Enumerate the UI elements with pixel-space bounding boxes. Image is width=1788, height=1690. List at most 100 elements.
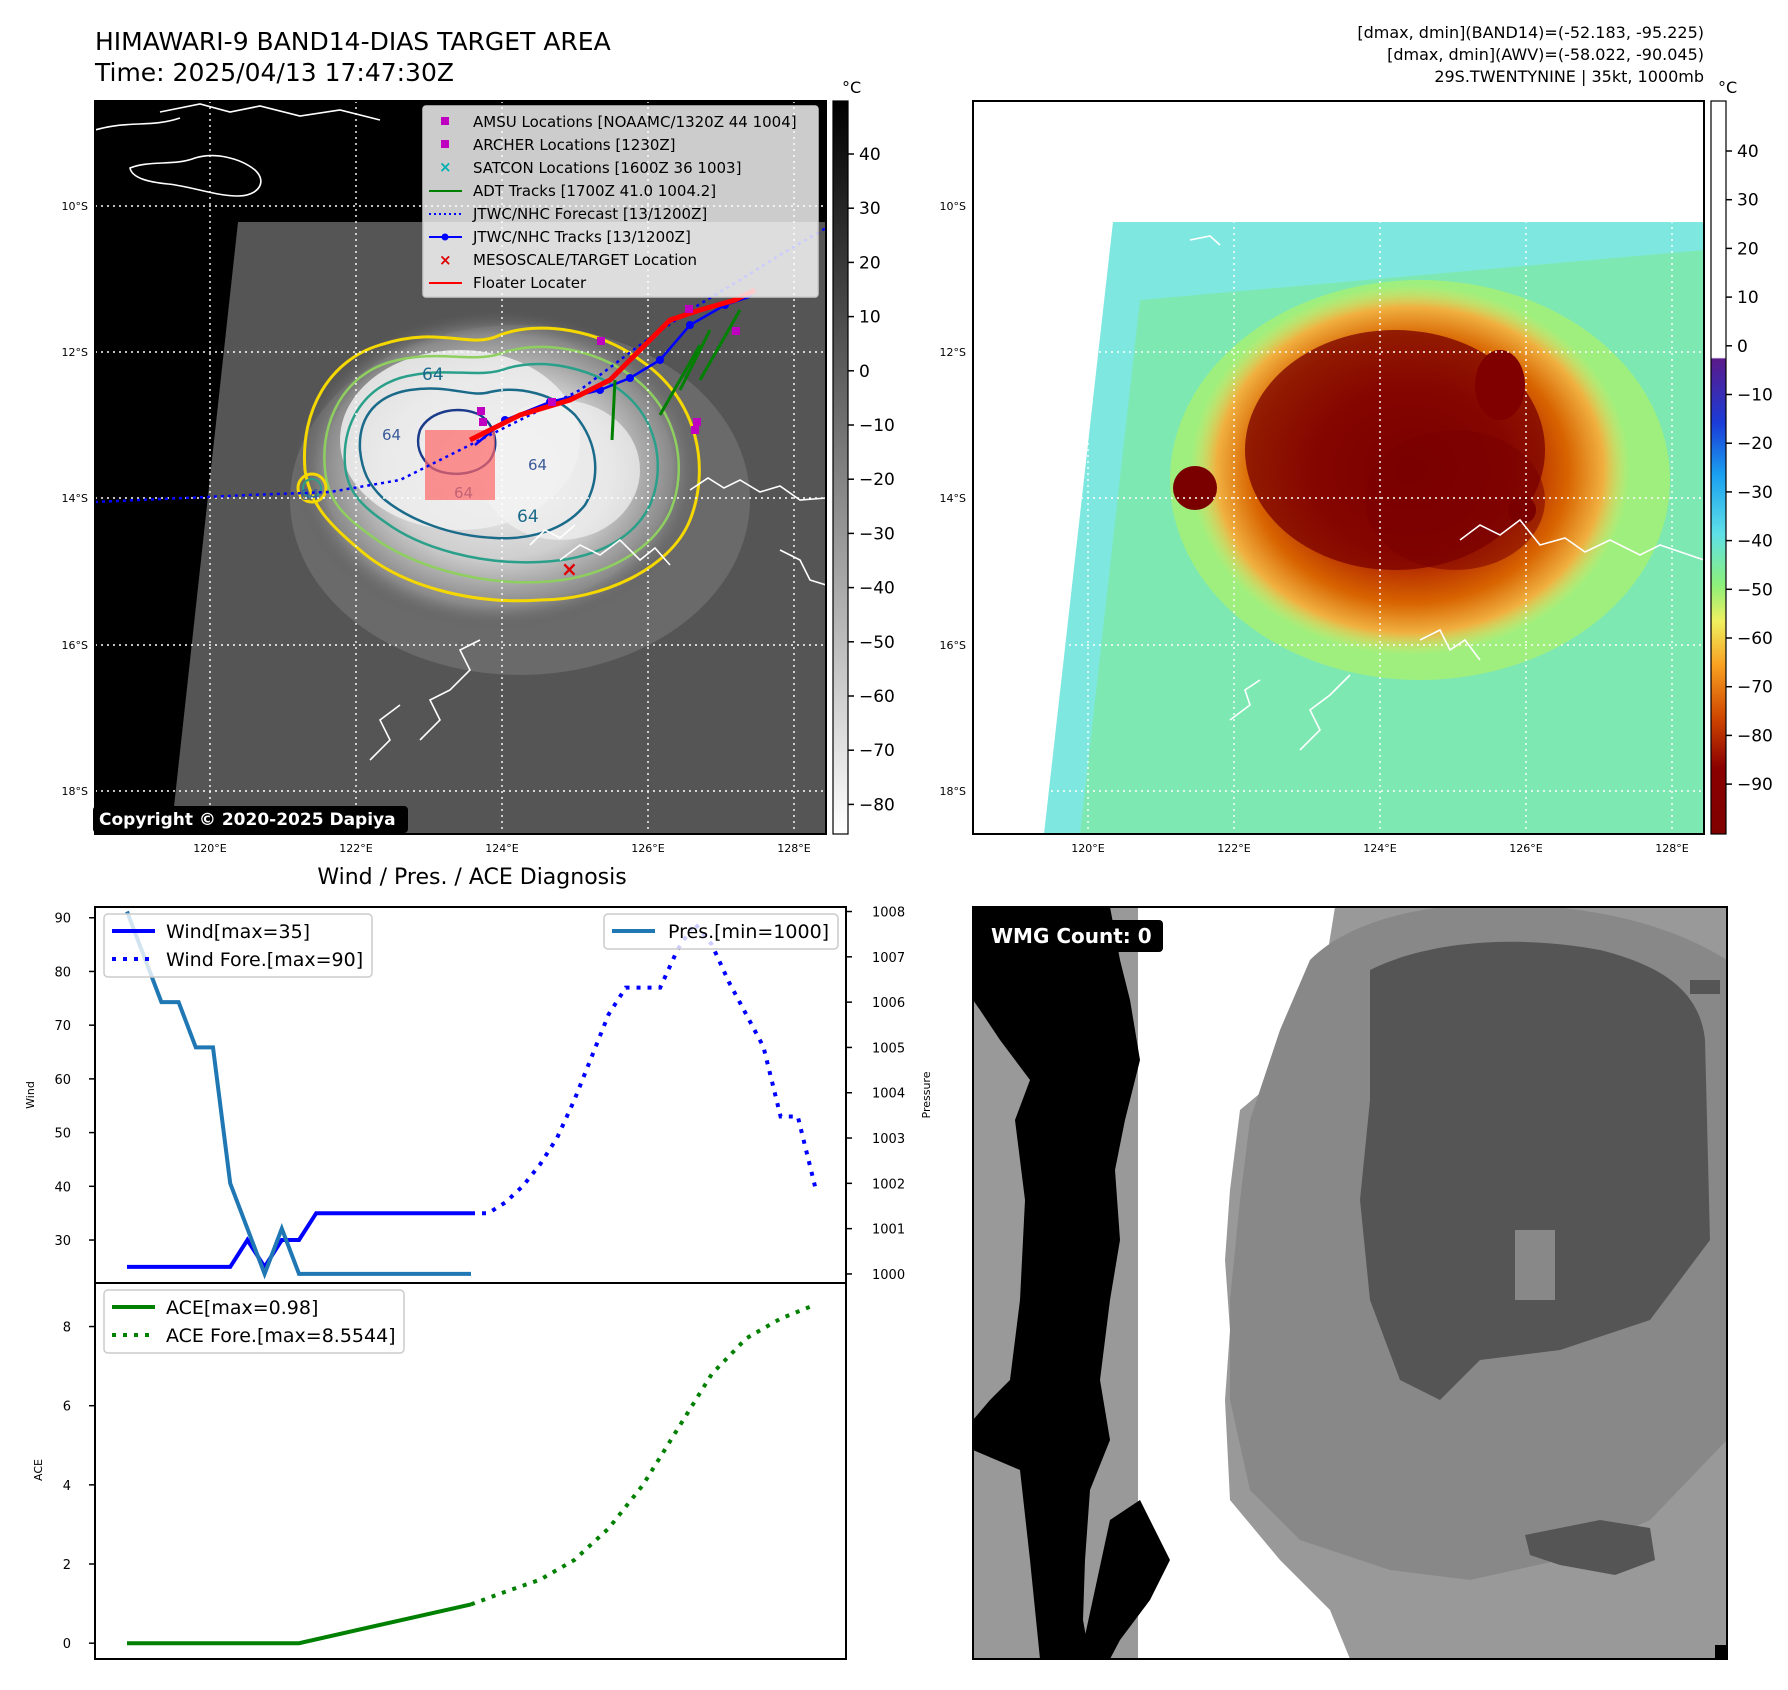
target-area-box <box>425 430 495 500</box>
legend-label: MESOSCALE/TARGET Location <box>473 251 697 269</box>
colorbar-tick-label: −30 <box>1737 483 1773 503</box>
lon-label: 122°E <box>1217 842 1250 855</box>
band14-map: 64 64 64 64 64 64 <box>62 100 827 855</box>
lon-label: 126°E <box>1509 842 1542 855</box>
ace-axis-label: ACE <box>32 1459 45 1481</box>
ace-tick-label: 2 <box>63 1558 71 1573</box>
info-line3: 29S.TWENTYNINE | 35kt, 1000mb <box>1434 67 1704 86</box>
ace-series-line <box>127 1602 472 1646</box>
legend-label: ARCHER Locations [1230Z] <box>473 136 676 154</box>
band14-colorbar: °C 40 30 20 10 0 −10 −20 −30 −40 −50 −60 −70 −80 <box>832 78 895 835</box>
lat-label: 10°S <box>940 200 966 213</box>
adt-tracks <box>610 309 742 441</box>
wmg-count-box <box>985 920 1163 952</box>
pressure-tick-label: 1003 <box>872 1132 905 1147</box>
pressure-tick-label: 1000 <box>872 1268 905 1283</box>
legend-label: Floater Locater <box>473 274 587 292</box>
ace-tick-label: 4 <box>63 1479 71 1494</box>
info-line1: [dmax, dmin](BAND14)=(-52.183, -95.225) <box>1357 23 1704 42</box>
colorbar-tick-label: 0 <box>1737 337 1748 357</box>
pressure-tick-label: 1002 <box>872 1177 905 1192</box>
colorbar-tick-label: 10 <box>859 308 881 328</box>
legend-label: ACE Fore.[max=8.5544] <box>166 1325 396 1347</box>
awv-colorbar: °C 40 30 20 10 0 −10 −20 −30 −40 −50 −60 −70 −80 −90 <box>1710 78 1773 835</box>
colorbar-tick-label: 30 <box>859 199 881 219</box>
pressure-tick-label: 1004 <box>872 1087 905 1102</box>
colorbar-tick-label: 20 <box>1737 239 1759 259</box>
pressure-tick-label: 1001 <box>872 1223 905 1238</box>
pressure-tick-label: 1006 <box>872 996 905 1011</box>
lat-label: 12°S <box>62 346 88 359</box>
pressure-tick-label: 1005 <box>872 1041 905 1056</box>
colorbar-tick-label: 10 <box>1737 288 1759 308</box>
colorbar-ticks: 40 30 20 10 0 −10 −20 −30 −40 −50 −60 −70 −80 <box>848 145 895 815</box>
legend-marker-target: × <box>439 251 452 269</box>
colorbar-unit: °C <box>842 78 861 97</box>
ace-axis-ticks: 0 2 4 6 8 <box>63 1321 95 1652</box>
figure-title-line2: Time: 2025/04/13 17:47:30Z <box>94 58 454 87</box>
colorbar-tick-label: −60 <box>1737 629 1773 649</box>
wind-legend: Wind[max=35] Wind Fore.[max=90] <box>103 913 373 978</box>
legend-marker-archer <box>441 140 449 148</box>
legend-marker-amsu <box>441 117 449 125</box>
wind-tick-label: 30 <box>54 1234 71 1249</box>
awv-lon-labels: 120°E 122°E 124°E 126°E 128°E <box>1071 842 1688 855</box>
info-line2: [dmax, dmin](AWV)=(-58.022, -90.045) <box>1387 45 1704 64</box>
diagnosis-title: Wind / Pres. / ACE Diagnosis <box>317 865 626 890</box>
ace-panel: 0 2 4 6 8 ACE ACE[max=0.98] ACE Fore.[max=8.… <box>32 1282 847 1660</box>
pressure-legend: Pres.[min=1000] <box>603 913 839 950</box>
ace-forecast-series-line <box>470 1302 816 1607</box>
colorbar-tick-label: −10 <box>859 416 895 436</box>
wind-tick-label: 60 <box>54 1073 71 1088</box>
wind-tick-label: 90 <box>54 912 71 927</box>
wind-tick-label: 50 <box>54 1127 71 1142</box>
wind-tick-label: 80 <box>54 965 71 980</box>
colorbar-tick-label: 20 <box>859 253 881 273</box>
copyright-text: Copyright © 2020-2025 Dapiya <box>99 810 396 830</box>
contour-label: 64 <box>382 426 401 444</box>
pressure-axis-ticks: 1000 1001 1002 1003 1004 1005 1006 1007 1008 <box>846 906 905 1283</box>
colorbar-tick-label: −30 <box>859 524 895 544</box>
colorbar-tick-label: −70 <box>859 741 895 761</box>
floater-track <box>468 287 757 443</box>
legend-marker-satcon: × <box>439 158 452 176</box>
pressure-axis-label: Pressure <box>920 1071 933 1118</box>
lat-label: 18°S <box>940 785 966 798</box>
colorbar-tick-label: 0 <box>859 362 870 382</box>
lon-label: 126°E <box>631 842 664 855</box>
colorbar-tick-label: −80 <box>1737 726 1773 746</box>
ace-tick-label: 0 <box>63 1637 71 1652</box>
wind-axis-label: Wind <box>24 1081 37 1109</box>
legend-label: AMSU Locations [NOAAMC/1320Z 44 1004] <box>473 113 797 131</box>
colorbar-tick-label: 30 <box>1737 191 1759 211</box>
wind-series-line <box>127 1211 471 1271</box>
colorbar-tick-label: −20 <box>1737 434 1773 454</box>
colorbar-tick-label: −50 <box>859 633 895 653</box>
ace-legend: ACE[max=0.98] ACE Fore.[max=8.5544] <box>103 1289 405 1354</box>
lon-label: 124°E <box>1363 842 1396 855</box>
colorbar-tick-label: −10 <box>1737 386 1773 406</box>
colorbar-tick-label: −40 <box>1737 532 1773 552</box>
target-location-marker: × <box>561 557 578 581</box>
copyright-box <box>93 806 408 833</box>
colorbar-ticks: 40 30 20 10 0 −10 −20 −30 −40 −50 −60 −70 −80 −90 <box>1726 142 1773 795</box>
legend-label: JTWC/NHC Tracks [13/1200Z] <box>472 228 691 246</box>
wind-tick-label: 70 <box>54 1019 71 1034</box>
band14-lat-labels: 10°S 12°S 14°S 16°S 18°S <box>62 200 88 798</box>
colorbar-tick-label: −90 <box>1737 775 1773 795</box>
wmg-count-label: WMG Count: 0 <box>991 924 1152 948</box>
colorbar-tick-label: 40 <box>859 145 881 165</box>
pressure-series-line <box>125 910 471 1280</box>
map-legend: AMSU Locations [NOAAMC/1320Z 44 1004] AR… <box>422 105 819 298</box>
colorbar-unit: °C <box>1718 78 1737 97</box>
figure-title-line1: HIMAWARI-9 BAND14-DIAS TARGET AREA <box>95 27 611 56</box>
awv-map: 10°S 12°S 14°S 16°S 18°S 120°E 122°E 124… <box>940 100 1705 855</box>
lon-label: 128°E <box>1655 842 1688 855</box>
legend-label: ADT Tracks [1700Z 41.0 1004.2] <box>473 182 716 200</box>
colorbar-tick-label: −50 <box>1737 580 1773 600</box>
wmg-panel: WMG Count: 0 <box>972 906 1728 1660</box>
lat-label: 14°S <box>62 492 88 505</box>
legend-label: JTWC/NHC Forecast [13/1200Z] <box>472 205 707 223</box>
lon-label: 124°E <box>485 842 518 855</box>
